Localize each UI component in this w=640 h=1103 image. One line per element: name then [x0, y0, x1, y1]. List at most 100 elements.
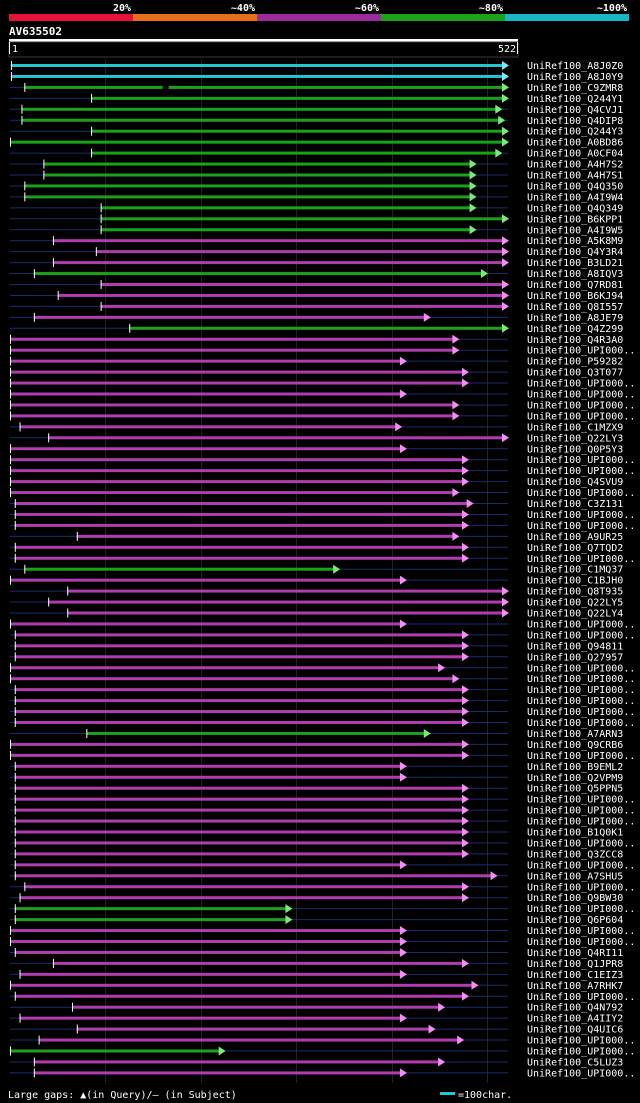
- hit-row[interactable]: UniRef100_UPI000..: [10, 411, 635, 422]
- hit-label[interactable]: UniRef100_B6KJ94: [527, 291, 623, 302]
- hit-label[interactable]: UniRef100_Q94811: [527, 641, 623, 652]
- hit-label[interactable]: UniRef100_A8J0Z0: [527, 61, 623, 72]
- hit-label[interactable]: UniRef100_Q7TQD2: [527, 543, 623, 554]
- hit-row[interactable]: UniRef100_Q4N792: [10, 1002, 623, 1014]
- hit-row[interactable]: UniRef100_UPI000..: [10, 389, 635, 401]
- hit-label[interactable]: UniRef100_A0CF04: [527, 149, 623, 160]
- hit-row[interactable]: UniRef100_B3LD21: [10, 258, 623, 269]
- hit-label[interactable]: UniRef100_UPI000..: [527, 510, 635, 521]
- hit-label[interactable]: UniRef100_C1BJH0: [527, 576, 623, 587]
- hit-row[interactable]: UniRef100_A8IQV3: [10, 269, 623, 280]
- hit-label[interactable]: UniRef100_Q244Y1: [527, 94, 623, 105]
- hit-row[interactable]: UniRef100_A7SHU5: [10, 871, 623, 882]
- hit-row[interactable]: UniRef100_UPI000..: [10, 696, 635, 707]
- hit-row[interactable]: UniRef100_UPI000..: [10, 1035, 635, 1047]
- hit-label[interactable]: UniRef100_A4H7S1: [527, 171, 623, 182]
- hit-label[interactable]: UniRef100_Q22LY5: [527, 598, 623, 609]
- hit-row[interactable]: UniRef100_A5K8M9: [10, 236, 623, 247]
- hit-label[interactable]: UniRef100_Q27957: [527, 652, 623, 663]
- hit-label[interactable]: UniRef100_UPI000..: [527, 390, 635, 401]
- hit-row[interactable]: UniRef100_UPI000..: [10, 488, 635, 499]
- hit-label[interactable]: UniRef100_Q4SVU9: [527, 477, 623, 488]
- hit-label[interactable]: UniRef100_UPI000..: [527, 904, 635, 915]
- hit-label[interactable]: UniRef100_Q9BW30: [527, 893, 623, 904]
- hit-row[interactable]: UniRef100_C1EIZ3: [10, 969, 623, 981]
- hit-row[interactable]: UniRef100_A8J0Z0: [10, 61, 623, 72]
- hit-row[interactable]: UniRef100_UPI000..: [10, 509, 635, 521]
- hit-row[interactable]: UniRef100_Q1JPR8: [10, 958, 623, 970]
- hit-label[interactable]: UniRef100_Q3T077: [527, 368, 623, 379]
- hit-row[interactable]: UniRef100_Q9BW30: [10, 893, 623, 904]
- hit-row[interactable]: UniRef100_A0CF04: [10, 148, 623, 160]
- hit-row[interactable]: UniRef100_Q4Z299: [10, 323, 623, 335]
- hit-label[interactable]: UniRef100_Q3ZCC8: [527, 849, 623, 860]
- hit-row[interactable]: UniRef100_Q27957: [10, 652, 623, 663]
- hit-row[interactable]: UniRef100_A4I9W5: [10, 225, 623, 236]
- hit-label[interactable]: UniRef100_C3Z131: [527, 499, 623, 510]
- hit-row[interactable]: UniRef100_B6KPP1: [10, 214, 623, 225]
- hit-label[interactable]: UniRef100_UPI000..: [527, 521, 635, 532]
- hit-row[interactable]: UniRef100_UPI000..: [10, 400, 635, 411]
- hit-label[interactable]: UniRef100_Q5PPN5: [527, 784, 623, 795]
- hit-row[interactable]: UniRef100_UPI000..: [10, 619, 635, 630]
- hit-row[interactable]: UniRef100_Q4CVJ1: [10, 104, 623, 116]
- hit-label[interactable]: UniRef100_P59282: [527, 357, 623, 368]
- hit-label[interactable]: UniRef100_Q4Y3R4: [527, 247, 623, 258]
- hit-label[interactable]: UniRef100_UPI000..: [527, 882, 635, 893]
- hit-label[interactable]: UniRef100_UPI000..: [527, 860, 635, 871]
- hit-row[interactable]: UniRef100_Q4Y3R4: [10, 247, 623, 258]
- hit-row[interactable]: UniRef100_Q3T077: [10, 367, 623, 379]
- hit-label[interactable]: UniRef100_UPI000..: [527, 1047, 635, 1058]
- hit-row[interactable]: UniRef100_UPI000..: [10, 520, 635, 532]
- hit-row[interactable]: UniRef100_Q8I557: [10, 301, 623, 313]
- hit-label[interactable]: UniRef100_Q4Q349: [527, 203, 623, 214]
- hit-label[interactable]: UniRef100_B9EML2: [527, 762, 623, 773]
- hit-row[interactable]: UniRef100_Q7TQD2: [10, 542, 623, 554]
- hit-label[interactable]: UniRef100_UPI000..: [527, 400, 635, 411]
- hit-row[interactable]: UniRef100_C3Z131: [10, 499, 623, 510]
- hit-label[interactable]: UniRef100_Q0P5Y3: [527, 444, 623, 455]
- hit-row[interactable]: UniRef100_Q94811: [10, 641, 623, 652]
- hit-label[interactable]: UniRef100_UPI000..: [527, 630, 635, 641]
- hit-row[interactable]: UniRef100_Q22LY3: [10, 433, 623, 444]
- hit-row[interactable]: UniRef100_Q4RI11: [10, 947, 623, 959]
- hit-row[interactable]: UniRef100_Q0P5Y3: [10, 444, 623, 455]
- hit-label[interactable]: UniRef100_UPI000..: [527, 379, 635, 390]
- hit-label[interactable]: UniRef100_A8JE79: [527, 313, 623, 324]
- hit-label[interactable]: UniRef100_C1MZX9: [527, 422, 623, 433]
- hit-label[interactable]: UniRef100_UPI000..: [527, 466, 635, 477]
- hit-label[interactable]: UniRef100_Q4R3A0: [527, 335, 623, 346]
- hit-label[interactable]: UniRef100_A8IQV3: [527, 269, 623, 280]
- hit-row[interactable]: UniRef100_Q4UIC6: [10, 1024, 623, 1036]
- hit-label[interactable]: UniRef100_Q6P604: [527, 915, 623, 926]
- hit-label[interactable]: UniRef100_UPI000..: [527, 718, 635, 729]
- hit-label[interactable]: UniRef100_A4H7S2: [527, 160, 623, 171]
- hit-label[interactable]: UniRef100_A7SHU5: [527, 871, 623, 882]
- hit-row[interactable]: UniRef100_A4I9W4: [10, 192, 623, 203]
- hit-label[interactable]: UniRef100_A4I9W5: [527, 225, 623, 236]
- hit-label[interactable]: UniRef100_Q22LY4: [527, 609, 623, 620]
- hit-row[interactable]: UniRef100_UPI000..: [10, 860, 635, 871]
- hit-row[interactable]: UniRef100_UPI000..: [10, 1046, 635, 1058]
- hit-row[interactable]: UniRef100_Q4DIP8: [10, 115, 623, 127]
- hit-row[interactable]: UniRef100_Q22LY5: [10, 597, 623, 609]
- hit-row[interactable]: UniRef100_C9ZMR8: [10, 82, 623, 94]
- hit-label[interactable]: UniRef100_A7ARN3: [527, 729, 623, 740]
- hit-label[interactable]: UniRef100_UPI000..: [527, 751, 635, 762]
- hit-label[interactable]: UniRef100_C5LUZ3: [527, 1057, 623, 1068]
- hit-row[interactable]: UniRef100_Q5PPN5: [10, 783, 623, 795]
- hit-row[interactable]: UniRef100_A0BD86: [10, 137, 623, 149]
- hit-label[interactable]: UniRef100_A8J0Y9: [527, 72, 623, 83]
- hit-label[interactable]: UniRef100_UPI000..: [527, 817, 635, 828]
- hit-row[interactable]: UniRef100_UPI000..: [10, 345, 635, 357]
- hit-row[interactable]: UniRef100_C1BJH0: [10, 575, 623, 587]
- hit-row[interactable]: UniRef100_C1MZX9: [10, 422, 623, 433]
- hit-label[interactable]: UniRef100_UPI000..: [527, 346, 635, 357]
- hit-row[interactable]: UniRef100_Q3ZCC8: [10, 849, 623, 860]
- hit-label[interactable]: UniRef100_B6KPP1: [527, 214, 623, 225]
- hit-label[interactable]: UniRef100_Q4DIP8: [527, 116, 623, 127]
- hit-row[interactable]: UniRef100_UPI000..: [10, 718, 635, 729]
- hit-row[interactable]: UniRef100_P59282: [10, 356, 623, 368]
- hit-label[interactable]: UniRef100_A4IIY2: [527, 1014, 623, 1025]
- hit-row[interactable]: UniRef100_UPI000..: [10, 674, 635, 685]
